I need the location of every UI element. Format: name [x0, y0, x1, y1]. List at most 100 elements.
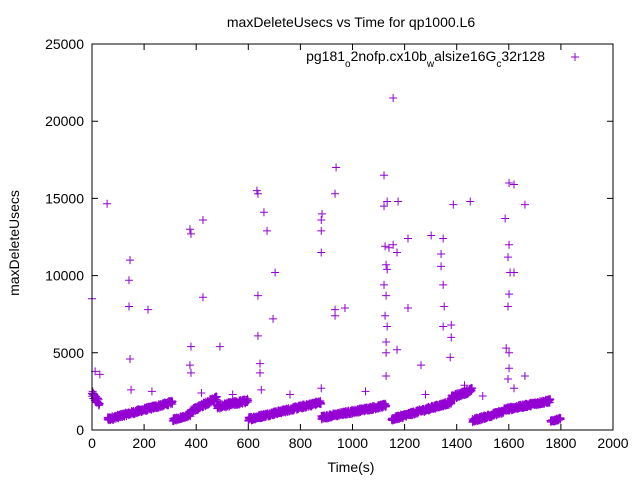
data-point: [198, 216, 207, 225]
y-tick-label: 10000: [45, 268, 84, 284]
data-point: [437, 262, 446, 271]
data-point: [447, 321, 456, 330]
data-point: [504, 253, 513, 262]
data-point: [269, 314, 278, 323]
data-point: [447, 333, 456, 342]
plot-frame: [91, 43, 614, 431]
data-point: [383, 265, 392, 274]
data-point: [382, 371, 391, 380]
data-point: [331, 311, 340, 320]
data-point: [253, 331, 262, 340]
data-point: [427, 231, 436, 240]
data-point: [439, 234, 448, 243]
data-point: [546, 395, 555, 404]
data-point: [446, 353, 455, 362]
data-point: [95, 399, 104, 408]
data-point: [256, 368, 265, 377]
legend-marker: [571, 53, 579, 61]
x-tick-label: 1000: [337, 435, 368, 451]
data-point: [403, 234, 412, 243]
data-point: [124, 302, 133, 311]
data-point: [228, 390, 237, 399]
x-axis-label: Time(s): [328, 459, 375, 475]
data-point: [127, 385, 136, 394]
data-point: [380, 280, 389, 289]
data-point: [439, 322, 448, 331]
x-tick-label: 400: [185, 435, 209, 451]
data-point: [263, 226, 272, 235]
data-point: [403, 304, 412, 313]
data-point: [468, 384, 477, 393]
x-tick-label: 600: [237, 435, 261, 451]
data-point: [505, 178, 514, 187]
data-point: [383, 197, 392, 206]
data-point: [440, 302, 449, 311]
data-point: [417, 361, 426, 370]
data-point: [340, 304, 349, 313]
data-point: [256, 359, 265, 368]
data-point: [466, 197, 475, 206]
data-point: [382, 337, 391, 346]
data-point: [215, 342, 224, 351]
data-point: [381, 311, 390, 320]
data-point: [317, 400, 326, 409]
data-point: [253, 189, 262, 198]
data-point: [505, 348, 514, 357]
data-point: [437, 249, 446, 258]
data-point: [382, 401, 391, 410]
data-point: [389, 240, 398, 249]
data-point: [317, 384, 326, 393]
data-point: [317, 248, 326, 257]
data-point: [510, 268, 519, 277]
x-tick-label: 1800: [545, 435, 576, 451]
data-point: [126, 354, 135, 363]
y-axis-label: maxDeleteUsecs: [6, 190, 22, 296]
data-point: [103, 199, 112, 208]
data-point: [259, 208, 268, 217]
data-point: [504, 302, 513, 311]
y-tick-label: 20000: [45, 113, 84, 129]
data-point: [501, 214, 510, 223]
data-point: [317, 216, 326, 225]
data-point: [505, 290, 514, 299]
axis-ticks: 0 200 400 600 800 1000 1200 1400 1600 1800 2000050…: [45, 36, 629, 451]
data-point: [421, 390, 430, 399]
x-tick-label: 0: [88, 435, 96, 451]
x-tick-label: 200: [132, 435, 156, 451]
data-point: [271, 268, 280, 277]
data-point: [332, 163, 341, 172]
data-point: [318, 209, 327, 218]
data-point: [147, 387, 156, 396]
data-point: [197, 388, 206, 397]
y-tick-label: 0: [76, 422, 84, 438]
data-point: [504, 375, 513, 384]
data-point: [520, 200, 529, 209]
data-point: [244, 396, 253, 405]
data-point: [460, 381, 469, 390]
x-tick-label: 800: [289, 435, 313, 451]
data-point: [285, 390, 294, 399]
data-point: [186, 229, 195, 238]
data-point: [384, 243, 393, 252]
data-point: [95, 370, 104, 379]
data-point: [505, 240, 514, 249]
data-point: [212, 392, 221, 401]
data-point: [389, 94, 398, 103]
legend-label: pg181o2nofp.cx10bwalsize16Gc32r128: [306, 48, 545, 70]
data-point: [380, 202, 389, 211]
data-point: [556, 414, 565, 423]
y-tick-label: 5000: [53, 345, 84, 361]
data-point: [185, 361, 194, 370]
data-point: [382, 260, 391, 269]
data-point: [439, 280, 448, 289]
chart-title: maxDeleteUsecs vs Time for qp1000.L6: [227, 14, 475, 30]
data-point: [520, 371, 529, 380]
data-point: [186, 368, 195, 377]
x-tick-label: 1400: [441, 435, 472, 451]
data-point: [124, 276, 133, 285]
data-point: [380, 171, 389, 180]
data-point: [126, 256, 135, 265]
y-tick-label: 15000: [45, 190, 84, 206]
data-point: [381, 242, 390, 251]
